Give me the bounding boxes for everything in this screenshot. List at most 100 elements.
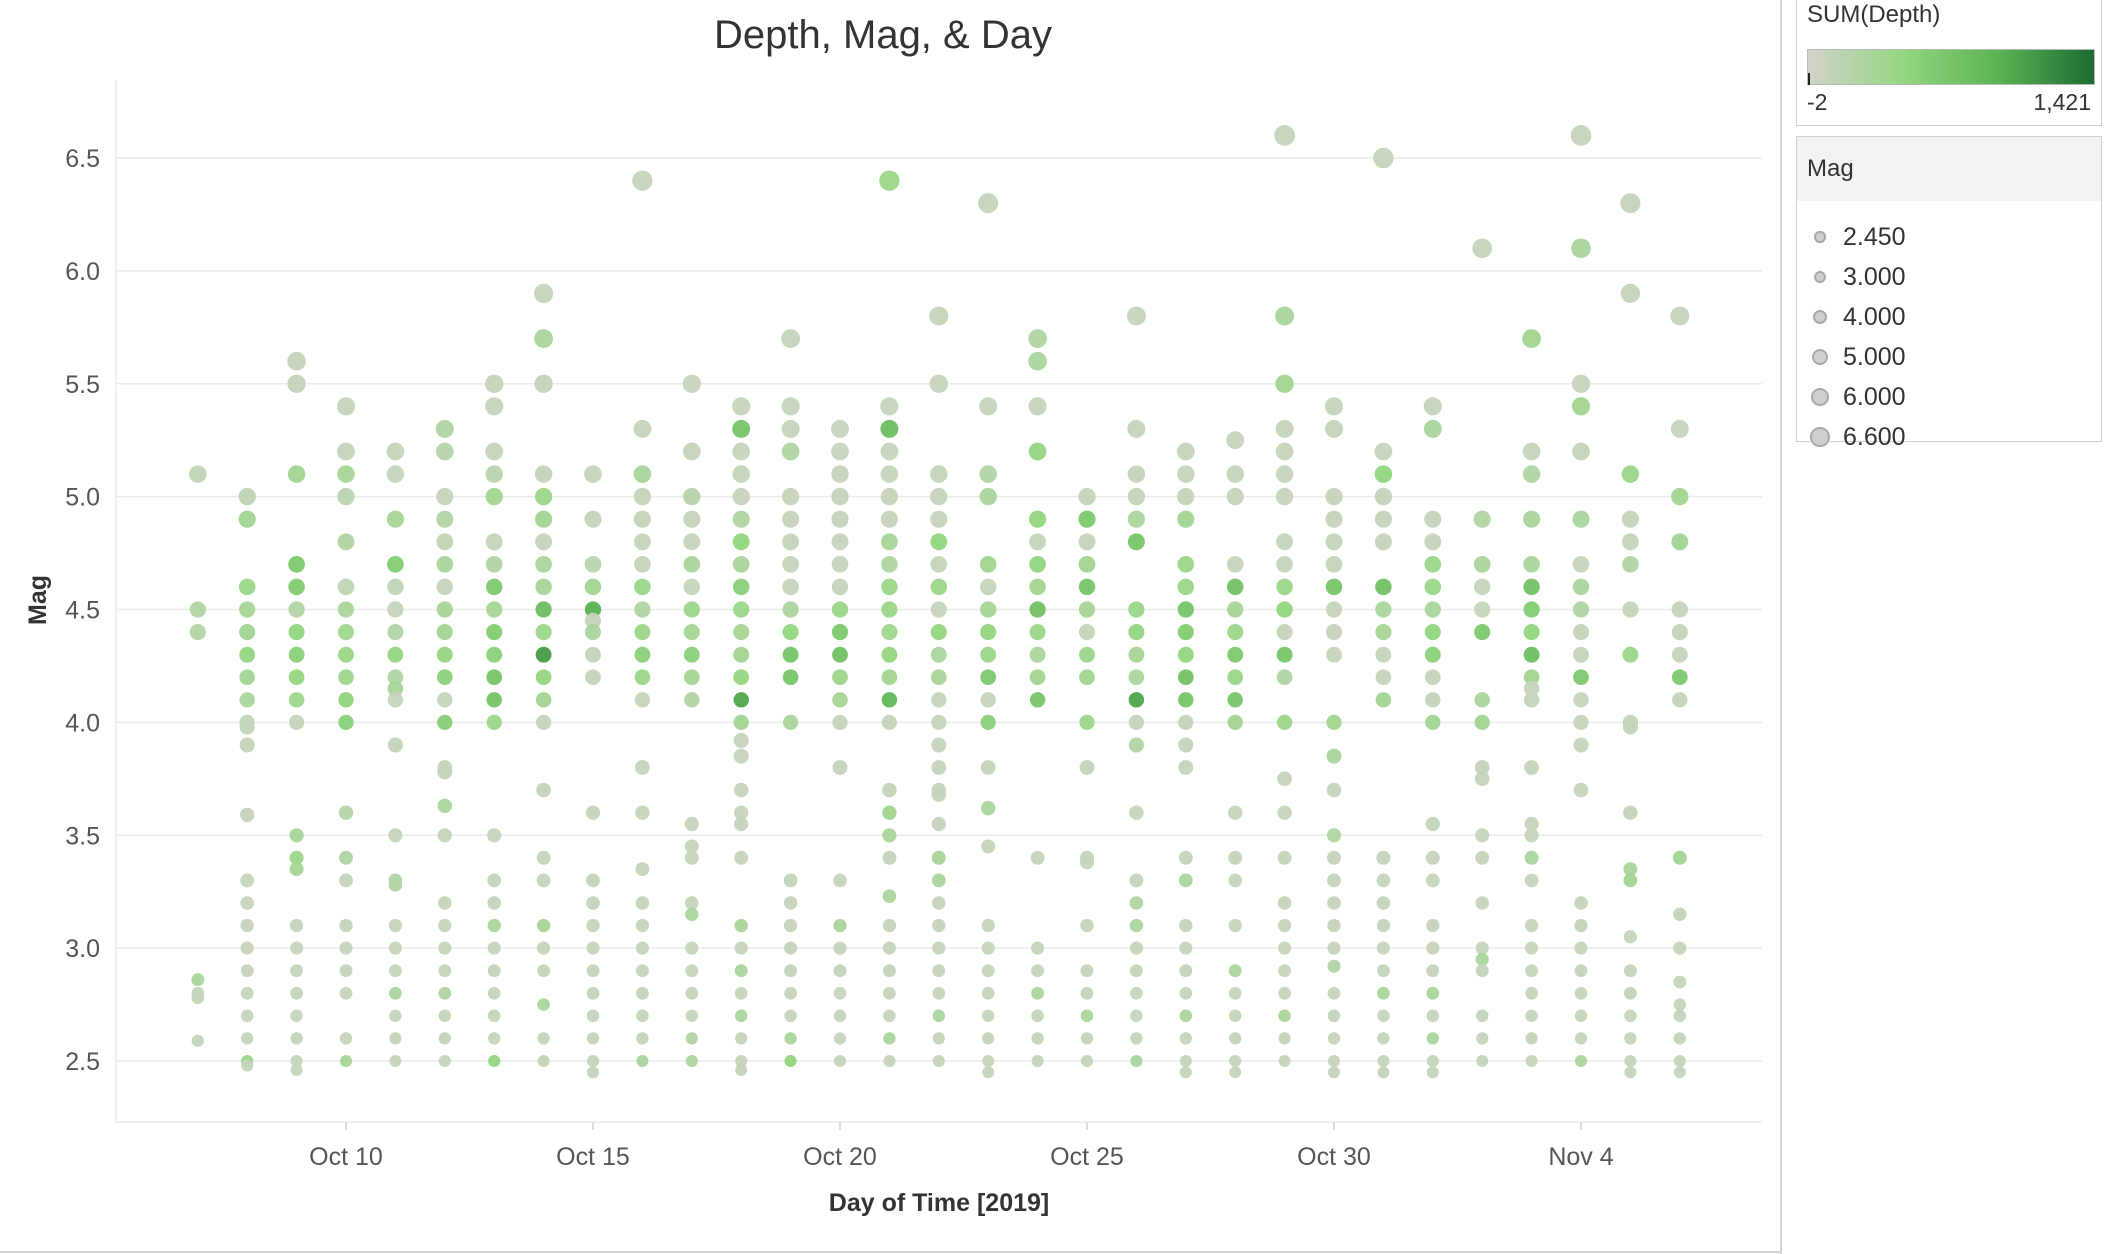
data-point <box>732 397 751 416</box>
data-point <box>437 828 452 843</box>
data-point <box>239 737 255 753</box>
color-gradient-bar <box>1807 49 2095 85</box>
data-point <box>240 807 255 823</box>
data-point <box>1376 873 1391 888</box>
data-point <box>1325 419 1343 438</box>
data-point <box>1078 533 1096 551</box>
data-point <box>1078 487 1096 506</box>
size-legend-item[interactable]: 3.000 <box>1797 257 2097 297</box>
data-point <box>733 646 750 663</box>
data-point <box>1623 873 1638 888</box>
data-point <box>535 510 553 528</box>
data-point <box>1326 782 1342 798</box>
data-point <box>1424 669 1441 686</box>
y-tick-label: 4.0 <box>65 709 100 737</box>
data-point <box>586 873 600 888</box>
data-point <box>436 646 453 663</box>
data-point <box>881 669 898 686</box>
size-legend-item[interactable]: 5.000 <box>1797 337 2097 377</box>
data-point <box>1671 487 1689 506</box>
data-point <box>930 465 948 483</box>
data-point <box>487 918 501 933</box>
size-legend-item[interactable]: 2.450 <box>1797 217 2097 257</box>
data-point <box>683 487 701 506</box>
data-point <box>1426 1032 1439 1045</box>
data-point <box>488 1054 501 1068</box>
data-point <box>1177 487 1195 506</box>
data-point <box>1374 465 1393 483</box>
data-point <box>587 1066 599 1079</box>
data-point <box>289 850 304 865</box>
data-point <box>338 646 354 663</box>
data-point <box>535 624 552 641</box>
data-point <box>387 692 404 708</box>
data-point <box>635 896 650 910</box>
data-point <box>1129 873 1144 888</box>
data-point <box>337 533 355 551</box>
data-point <box>831 419 849 438</box>
data-point <box>337 601 355 618</box>
data-point <box>979 487 997 506</box>
data-point <box>1523 510 1541 528</box>
data-point <box>979 397 998 416</box>
data-point <box>1028 351 1047 371</box>
data-point <box>191 991 205 1005</box>
data-point <box>387 680 404 697</box>
data-point <box>485 533 503 551</box>
data-point <box>881 555 898 573</box>
data-point <box>831 487 849 506</box>
data-point <box>1028 442 1047 461</box>
size-legend-item[interactable]: 6.600 <box>1797 417 2097 457</box>
data-point <box>1525 986 1538 1000</box>
data-point <box>537 1032 550 1045</box>
data-point <box>1523 624 1540 641</box>
data-point <box>485 578 503 596</box>
data-point <box>1375 692 1392 708</box>
data-point <box>1080 918 1094 933</box>
data-point <box>1623 964 1637 978</box>
size-legend[interactable]: Mag 2.450 3.000 4.000 5.000 6.000 6.600 <box>1796 136 2102 451</box>
data-point <box>1375 601 1392 618</box>
data-point <box>585 669 601 686</box>
data-point <box>880 465 899 483</box>
data-point <box>534 329 554 349</box>
data-point <box>1276 646 1293 663</box>
data-point <box>1377 1066 1390 1079</box>
data-point <box>782 555 799 573</box>
size-legend-item[interactable]: 6.000 <box>1797 377 2097 417</box>
data-point <box>1127 419 1146 438</box>
data-point <box>241 1059 254 1072</box>
color-legend[interactable]: SUM(Depth) -2 1,421 <box>1796 0 2102 126</box>
data-point <box>389 1009 402 1023</box>
data-point <box>288 646 305 663</box>
data-point <box>1673 1066 1686 1079</box>
data-point <box>1522 442 1541 461</box>
data-point <box>685 896 699 910</box>
data-point <box>535 533 553 551</box>
size-legend-item[interactable]: 4.000 <box>1797 297 2097 337</box>
data-point <box>1524 760 1540 775</box>
data-point <box>883 986 896 1000</box>
data-point <box>831 578 849 596</box>
data-point <box>880 419 899 438</box>
data-point <box>635 941 649 955</box>
data-point <box>1373 147 1394 169</box>
data-point <box>1080 964 1094 978</box>
data-point <box>1029 555 1046 573</box>
data-point <box>1278 986 1291 1000</box>
data-point <box>388 964 402 978</box>
data-point <box>1523 601 1540 618</box>
data-point <box>1426 1066 1439 1079</box>
data-point <box>1031 986 1044 1000</box>
data-point <box>487 896 501 910</box>
data-point <box>1574 918 1588 933</box>
data-point <box>338 714 354 731</box>
data-point <box>437 764 453 780</box>
data-point <box>1525 964 1539 978</box>
data-point <box>982 1054 995 1068</box>
data-point <box>1278 1032 1291 1045</box>
x-tick-label: Oct 10 <box>309 1143 383 1171</box>
data-point <box>436 669 453 686</box>
data-point <box>784 986 797 1000</box>
data-point <box>932 1054 945 1068</box>
